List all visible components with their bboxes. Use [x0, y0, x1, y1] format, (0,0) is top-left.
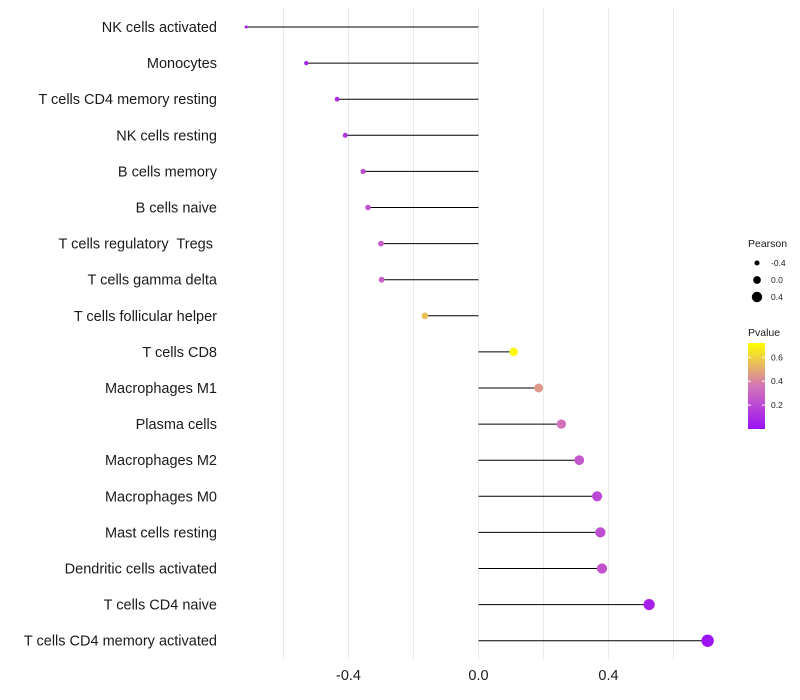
stems	[246, 26, 708, 642]
pearson-size-legend: Pearson -0.4 0.0 0.4	[748, 238, 787, 303]
size-legend-label: -0.4	[771, 258, 786, 268]
pvalue-color-legend: Pvalue 0.6 0.4 0.2	[748, 327, 783, 429]
data-point	[304, 60, 309, 66]
category-label: Dendritic cells activated	[65, 562, 217, 578]
grid-lines	[283, 8, 674, 660]
x-tick-labels: -0.4 0.0 0.4	[336, 668, 619, 684]
category-label: Macrophages M2	[105, 453, 217, 469]
data-point	[596, 563, 608, 574]
color-legend-label: 0.2	[771, 400, 783, 410]
points	[244, 25, 714, 647]
data-point	[643, 598, 655, 611]
data-point	[244, 25, 248, 29]
data-point	[509, 347, 518, 357]
size-legend-title: Pearson	[748, 238, 787, 250]
category-label: T cells CD4 naive	[104, 598, 217, 614]
category-label: Monocytes	[147, 56, 217, 72]
category-label: T cells follicular helper	[74, 309, 217, 325]
category-label: T cells CD4 memory resting	[38, 92, 217, 108]
category-label: NK cells activated	[102, 20, 217, 36]
category-labels: NK cells activated Monocytes T cells CD4 m…	[24, 20, 218, 650]
data-point	[360, 168, 366, 175]
color-legend-title: Pvalue	[748, 327, 780, 339]
category-label: B cells memory	[118, 164, 218, 180]
category-label: T cells CD4 memory activated	[24, 634, 217, 650]
data-point	[534, 383, 544, 393]
category-label: Macrophages M1	[105, 381, 217, 397]
data-point	[595, 527, 606, 538]
size-legend-dot	[753, 276, 761, 284]
size-legend-dot	[751, 291, 763, 303]
data-point	[365, 204, 371, 211]
data-point	[378, 240, 384, 247]
data-point	[574, 455, 585, 466]
data-point	[378, 276, 385, 283]
category-label: Macrophages M0	[105, 489, 217, 505]
category-label: T cells gamma delta	[88, 273, 218, 289]
size-legend-label: 0.0	[771, 275, 783, 285]
x-tick-label: -0.4	[336, 668, 361, 684]
category-label: NK cells resting	[116, 128, 217, 144]
category-label: B cells naive	[136, 201, 217, 217]
category-label: T cells CD8	[142, 345, 217, 361]
color-legend-label: 0.6	[771, 352, 783, 362]
data-point	[701, 634, 714, 647]
category-label: Plasma cells	[136, 417, 217, 433]
size-legend-dot	[754, 260, 760, 266]
data-point	[556, 419, 567, 429]
category-label: T cells regulatory Tregs	[59, 237, 218, 253]
x-tick-label: 0.4	[598, 668, 618, 684]
data-point	[334, 96, 340, 102]
data-point	[421, 312, 429, 320]
color-legend-label: 0.4	[771, 376, 783, 386]
pvalue-colorbar	[748, 343, 765, 429]
category-label: Mast cells resting	[105, 525, 217, 541]
data-point	[342, 132, 348, 138]
data-point	[592, 491, 603, 502]
size-legend-label: 0.4	[771, 292, 783, 302]
x-tick-label: 0.0	[468, 668, 488, 684]
